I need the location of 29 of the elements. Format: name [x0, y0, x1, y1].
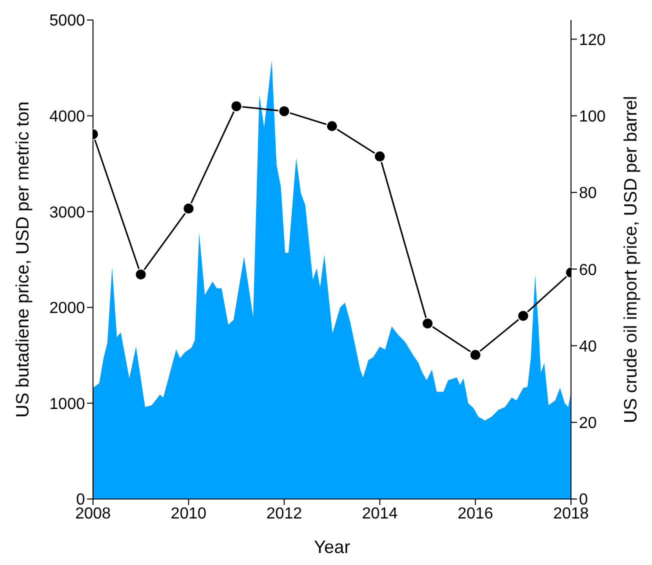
- y2-axis-title: US crude oil import price, USD per barrel: [620, 96, 640, 424]
- x-axis-title: Year: [314, 537, 350, 557]
- x-tick-label: 2012: [266, 505, 302, 522]
- x-tick-label: 2010: [170, 505, 206, 522]
- y2-tick-label: 60: [579, 262, 597, 279]
- y-tick-label: 5000: [49, 12, 86, 30]
- point: [422, 317, 434, 330]
- point: [134, 268, 147, 280]
- y-tick-label: 2000: [49, 300, 86, 318]
- point: [517, 310, 530, 322]
- y-tick-label: 4000: [49, 108, 86, 126]
- x-tick-label: 2014: [362, 505, 398, 522]
- x-tick-label: 2016: [458, 505, 494, 522]
- x-tick-label: 2008: [75, 505, 111, 522]
- point: [278, 105, 290, 118]
- y-axis-title: US butadiene price, USD per metric ton: [12, 101, 32, 418]
- point: [230, 100, 242, 112]
- y2-tick-label: 40: [579, 338, 597, 356]
- point: [182, 202, 195, 215]
- point: [469, 348, 482, 361]
- point: [326, 120, 338, 132]
- y-tick-label: 3000: [49, 204, 86, 222]
- y2-tick-label: 80: [579, 185, 597, 202]
- x-tick-label: 2018: [553, 505, 589, 522]
- y2-tick-label: 20: [579, 415, 597, 432]
- y2-tick-label: 100: [579, 108, 606, 126]
- point: [374, 150, 386, 162]
- y2-tick-label: 120: [579, 32, 606, 49]
- y-tick-label: 1000: [49, 396, 86, 413]
